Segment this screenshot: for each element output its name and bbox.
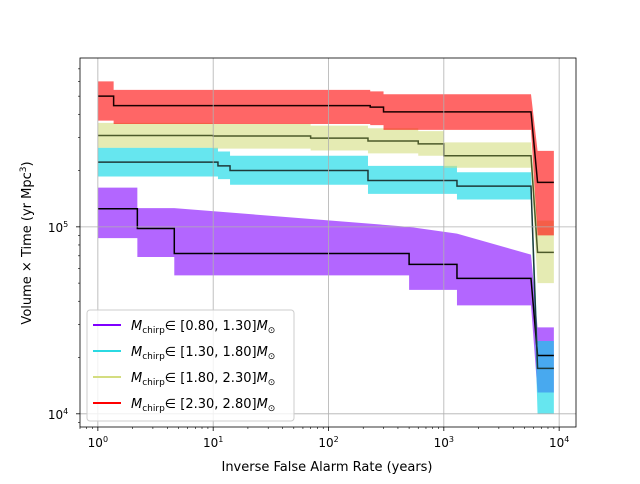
legend: Mchirp∈ [0.80, 1.30]M⊙ Mchirp∈ [1.30, 1.… [86, 309, 295, 422]
line-series-2 [97, 134, 554, 254]
band-series-3 [97, 81, 554, 236]
legend-label-1: Mchirp∈ [1.30, 1.80]M⊙ [131, 345, 275, 362]
line-series-3 [97, 95, 554, 184]
line-series-1 [97, 161, 554, 370]
x-tick-label-3: 103 [434, 435, 454, 450]
legend-label-3: Mchirp∈ [2.30, 2.80]M⊙ [131, 397, 275, 414]
band-series-1 [97, 147, 554, 414]
x-tick-label-2: 102 [318, 435, 338, 450]
y-tick-label-1: 105 [48, 220, 68, 235]
line-series-0 [97, 207, 554, 357]
x-tick-label-0: 100 [88, 435, 108, 450]
confidence-bands [97, 81, 554, 414]
y-axis-label: Volume × Time (yr Mpc3) [19, 161, 35, 324]
x-tick-label-4: 104 [549, 435, 569, 450]
axes-frame [79, 57, 577, 428]
y-axis-label-end: ) [20, 161, 35, 166]
band-series-2 [97, 122, 554, 284]
grid-lines [80, 58, 576, 427]
series-lines [97, 95, 554, 370]
x-axis-label: Inverse False Alarm Rate (years) [221, 460, 432, 475]
y-axis-label-sup: 3 [19, 167, 29, 173]
band-series-0 [97, 187, 554, 393]
legend-label-0: Mchirp∈ [0.80, 1.30]M⊙ [131, 319, 275, 336]
y-tick-label-0: 104 [48, 407, 68, 422]
legend-box [86, 309, 295, 422]
y-ticks: 104 105 [48, 68, 80, 423]
x-tick-label-1: 101 [203, 435, 223, 450]
legend-label-2: Mchirp∈ [1.80, 2.30]M⊙ [131, 371, 275, 388]
y-axis-label-text: Volume × Time (yr Mpc [20, 172, 35, 324]
x-ticks: 100 101 102 103 104 [79, 427, 569, 450]
